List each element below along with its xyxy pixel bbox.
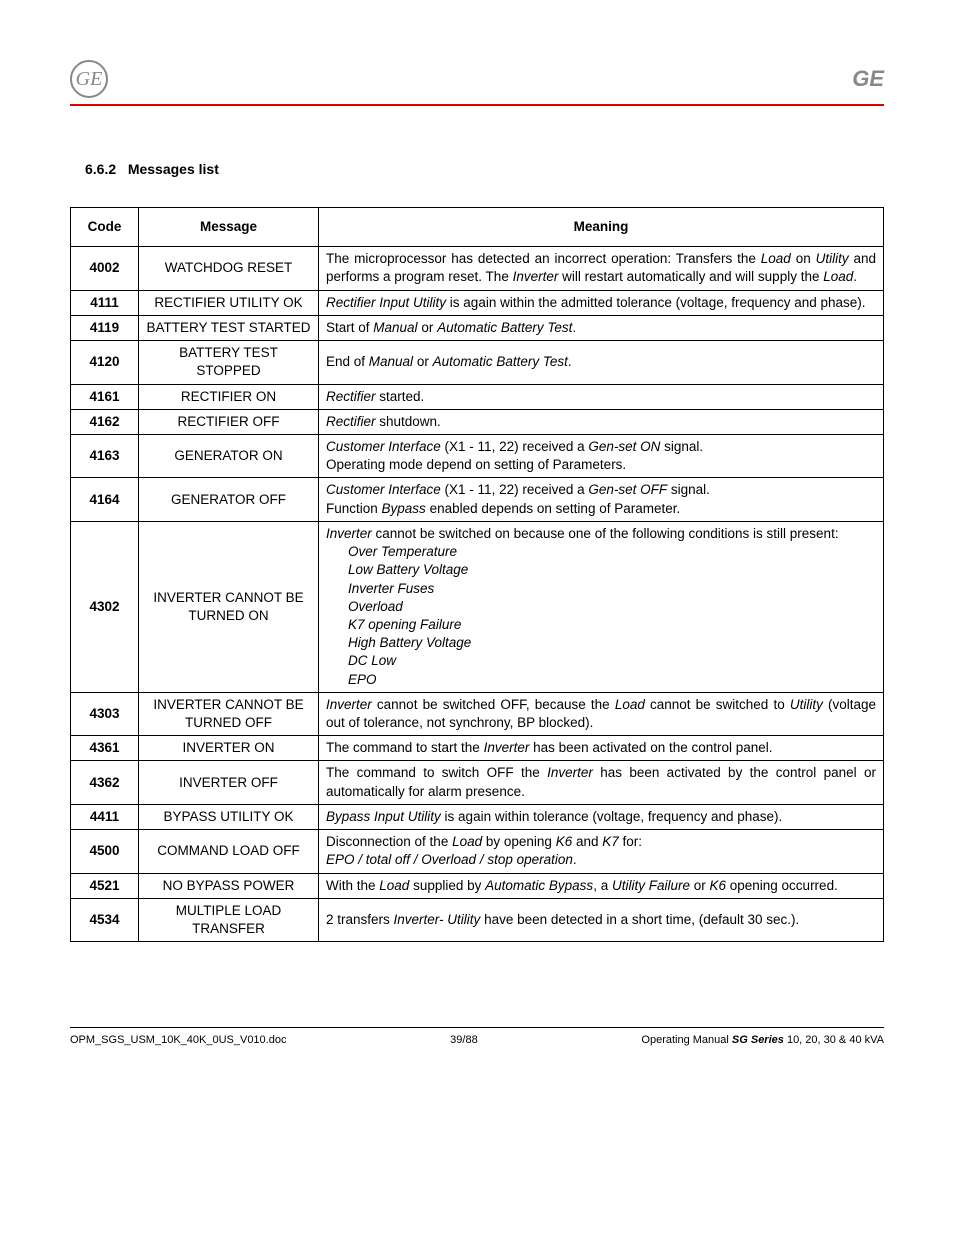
table-row: 4120BATTERY TEST STOPPEDEnd of Manual or… bbox=[71, 341, 884, 384]
table-row: 4002WATCHDOG RESETThe microprocessor has… bbox=[71, 247, 884, 290]
table-row: 4161RECTIFIER ONRectifier started. bbox=[71, 384, 884, 409]
cell-message: BATTERY TEST STOPPED bbox=[139, 341, 319, 384]
cell-message: RECTIFIER ON bbox=[139, 384, 319, 409]
page-footer: OPM_SGS_USM_10K_40K_0US_V010.doc 39/88 O… bbox=[70, 1027, 884, 1046]
table-row: 4500COMMAND LOAD OFFDisconnection of the… bbox=[71, 830, 884, 873]
cell-message: GENERATOR ON bbox=[139, 434, 319, 477]
cell-code: 4361 bbox=[71, 736, 139, 761]
cell-meaning: The command to start the Inverter has be… bbox=[319, 736, 884, 761]
cell-message: GENERATOR OFF bbox=[139, 478, 319, 521]
table-row: 4521NO BYPASS POWERWith the Load supplie… bbox=[71, 873, 884, 898]
table-row: 4302INVERTER CANNOT BE TURNED ONInverter… bbox=[71, 521, 884, 692]
table-row: 4362INVERTER OFFThe command to switch OF… bbox=[71, 761, 884, 804]
table-row: 4119BATTERY TEST STARTEDStart of Manual … bbox=[71, 315, 884, 340]
cell-message: INVERTER OFF bbox=[139, 761, 319, 804]
cell-message: INVERTER CANNOT BE TURNED OFF bbox=[139, 692, 319, 735]
section-title: 6.6.2 Messages list bbox=[85, 161, 884, 177]
section-name: Messages list bbox=[128, 161, 219, 177]
cell-meaning: Inverter cannot be switched OFF, because… bbox=[319, 692, 884, 735]
cell-code: 4120 bbox=[71, 341, 139, 384]
table-row: 4163GENERATOR ONCustomer Interface (X1 -… bbox=[71, 434, 884, 477]
table-row: 4411BYPASS UTILITY OKBypass Input Utilit… bbox=[71, 804, 884, 829]
cell-code: 4362 bbox=[71, 761, 139, 804]
footer-left: OPM_SGS_USM_10K_40K_0US_V010.doc bbox=[70, 1034, 286, 1046]
cell-meaning: Bypass Input Utility is again within tol… bbox=[319, 804, 884, 829]
cell-meaning: The microprocessor has detected an incor… bbox=[319, 247, 884, 290]
cell-message: BATTERY TEST STARTED bbox=[139, 315, 319, 340]
table-row: 4164GENERATOR OFFCustomer Interface (X1 … bbox=[71, 478, 884, 521]
cell-message: INVERTER ON bbox=[139, 736, 319, 761]
messages-table: Code Message Meaning 4002WATCHDOG RESETT… bbox=[70, 207, 884, 942]
cell-meaning: 2 transfers Inverter- Utility have been … bbox=[319, 898, 884, 941]
footer-right-post: 10, 20, 30 & 40 kVA bbox=[784, 1034, 884, 1046]
cell-meaning: With the Load supplied by Automatic Bypa… bbox=[319, 873, 884, 898]
cell-meaning: End of Manual or Automatic Battery Test. bbox=[319, 341, 884, 384]
cell-message: MULTIPLE LOAD TRANSFER bbox=[139, 898, 319, 941]
cell-code: 4161 bbox=[71, 384, 139, 409]
cell-message: RECTIFIER UTILITY OK bbox=[139, 290, 319, 315]
cell-meaning: The command to switch OFF the Inverter h… bbox=[319, 761, 884, 804]
cell-code: 4002 bbox=[71, 247, 139, 290]
footer-right-pre: Operating Manual bbox=[641, 1034, 732, 1046]
col-header-code: Code bbox=[71, 208, 139, 247]
table-row: 4162RECTIFIER OFFRectifier shutdown. bbox=[71, 409, 884, 434]
table-row: 4534MULTIPLE LOAD TRANSFER2 transfers In… bbox=[71, 898, 884, 941]
cell-message: RECTIFIER OFF bbox=[139, 409, 319, 434]
table-header-row: Code Message Meaning bbox=[71, 208, 884, 247]
section-number: 6.6.2 bbox=[85, 161, 116, 177]
footer-right: Operating Manual SG Series 10, 20, 30 & … bbox=[641, 1034, 884, 1046]
cell-meaning: Rectifier shutdown. bbox=[319, 409, 884, 434]
cell-code: 4119 bbox=[71, 315, 139, 340]
cell-code: 4500 bbox=[71, 830, 139, 873]
cell-meaning: Disconnection of the Load by opening K6 … bbox=[319, 830, 884, 873]
cell-message: INVERTER CANNOT BE TURNED ON bbox=[139, 521, 319, 692]
cell-message: WATCHDOG RESET bbox=[139, 247, 319, 290]
footer-page-number: 39/88 bbox=[450, 1034, 478, 1046]
cell-meaning: Customer Interface (X1 - 11, 22) receive… bbox=[319, 434, 884, 477]
cell-meaning: Customer Interface (X1 - 11, 22) receive… bbox=[319, 478, 884, 521]
cell-code: 4302 bbox=[71, 521, 139, 692]
cell-meaning: Rectifier Input Utility is again within … bbox=[319, 290, 884, 315]
cell-meaning: Start of Manual or Automatic Battery Tes… bbox=[319, 315, 884, 340]
footer-right-bold: SG Series bbox=[732, 1034, 784, 1046]
cell-meaning: Rectifier started. bbox=[319, 384, 884, 409]
cell-message: BYPASS UTILITY OK bbox=[139, 804, 319, 829]
cell-code: 4303 bbox=[71, 692, 139, 735]
cell-code: 4164 bbox=[71, 478, 139, 521]
cell-code: 4411 bbox=[71, 804, 139, 829]
header-divider bbox=[70, 104, 884, 106]
cell-meaning: Inverter cannot be switched on because o… bbox=[319, 521, 884, 692]
cell-code: 4521 bbox=[71, 873, 139, 898]
table-row: 4303INVERTER CANNOT BE TURNED OFFInverte… bbox=[71, 692, 884, 735]
col-header-meaning: Meaning bbox=[319, 208, 884, 247]
cell-code: 4163 bbox=[71, 434, 139, 477]
cell-message: COMMAND LOAD OFF bbox=[139, 830, 319, 873]
cell-code: 4534 bbox=[71, 898, 139, 941]
col-header-message: Message bbox=[139, 208, 319, 247]
cell-code: 4111 bbox=[71, 290, 139, 315]
table-row: 4361INVERTER ONThe command to start the … bbox=[71, 736, 884, 761]
ge-logo-icon: GE bbox=[70, 60, 108, 98]
table-row: 4111RECTIFIER UTILITY OKRectifier Input … bbox=[71, 290, 884, 315]
cell-code: 4162 bbox=[71, 409, 139, 434]
brand-text: GE bbox=[852, 66, 884, 92]
cell-message: NO BYPASS POWER bbox=[139, 873, 319, 898]
